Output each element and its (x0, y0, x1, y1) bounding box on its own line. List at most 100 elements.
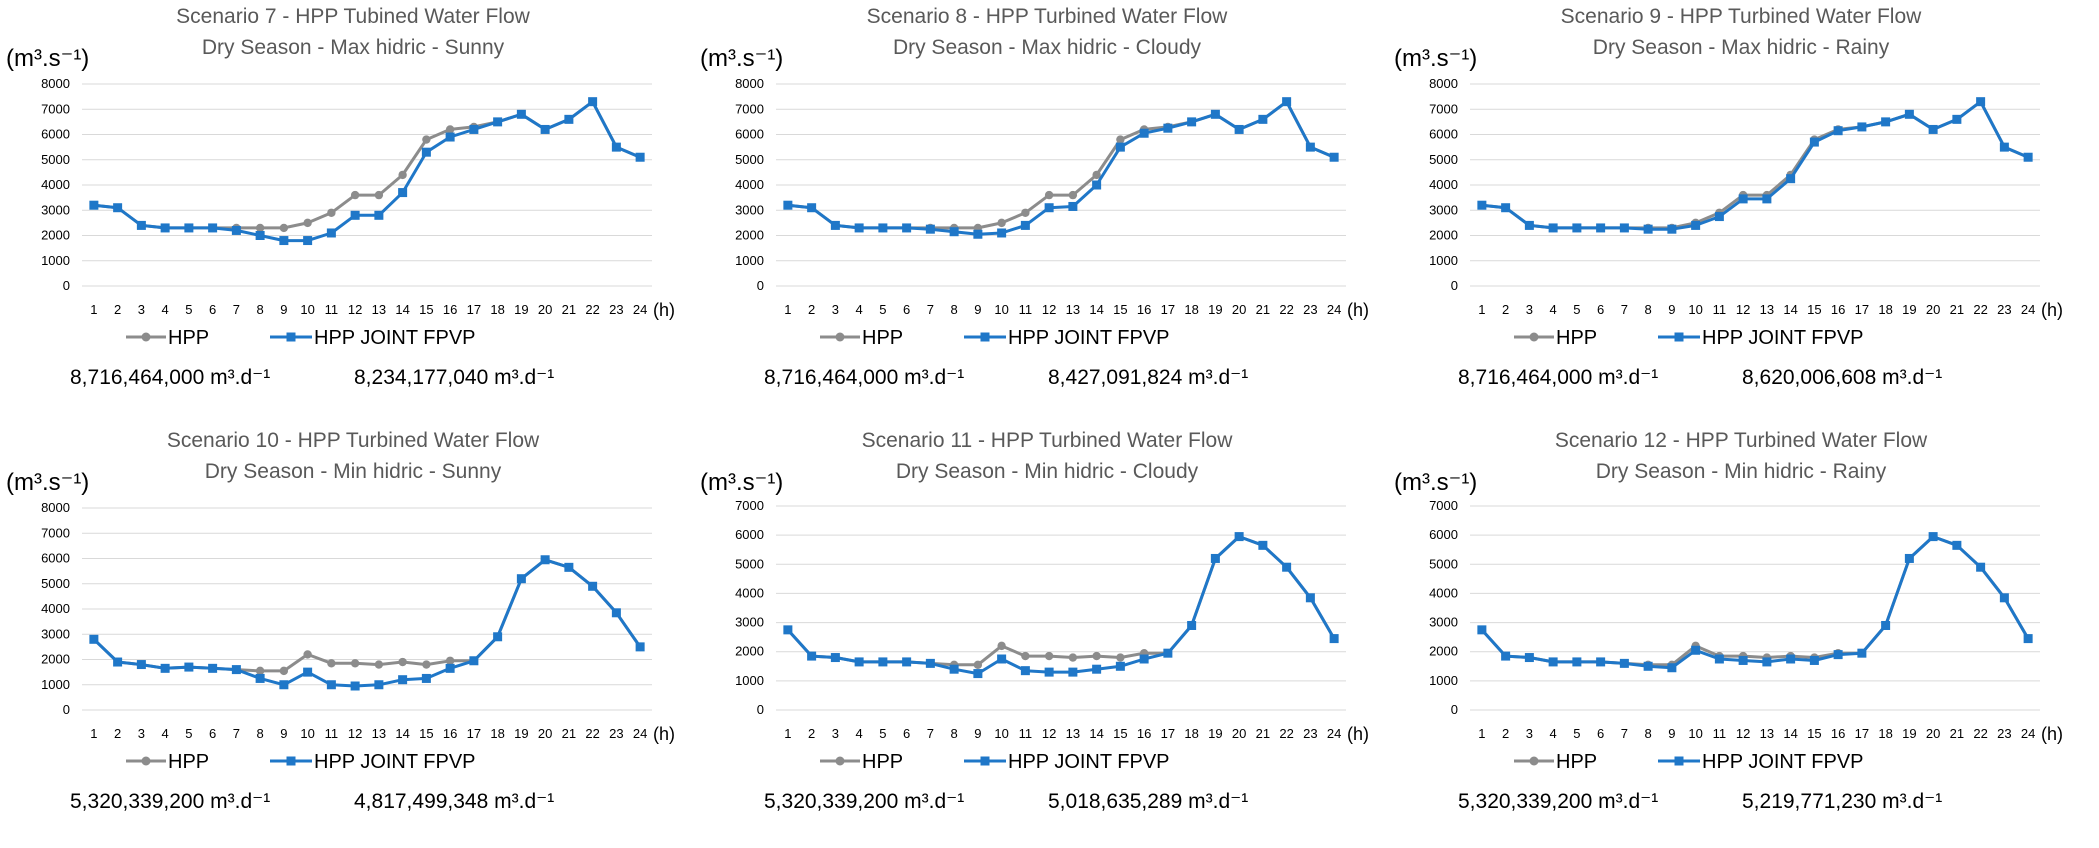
data-point-joint (1976, 97, 1986, 107)
x-tick-label: 3 (1526, 302, 1533, 317)
x-tick-label: 5 (1573, 302, 1580, 317)
x-tick-label: 17 (1855, 302, 1869, 317)
chart-panel: Scenario 8 - HPP Turbined Water Flow Dry … (700, 5, 1369, 389)
data-point-joint (1619, 658, 1629, 668)
data-point-joint (1619, 223, 1629, 233)
x-tick-label: 7 (1621, 726, 1628, 741)
x-tick-label: 8 (1645, 302, 1652, 317)
data-point-joint (830, 220, 840, 230)
data-point-hpp (445, 656, 455, 665)
x-tick-label: 3 (138, 726, 145, 741)
y-tick-label: 5000 (735, 152, 764, 167)
x-tick-label: 22 (585, 726, 599, 741)
chart-panel: Scenario 10 - HPP Turbined Water Flow Dry… (6, 429, 675, 813)
series-line-hpp (93, 100, 641, 230)
x-tick-label: 18 (1184, 302, 1198, 317)
series-line-hpp (787, 100, 1335, 230)
x-tick-label: 21 (1950, 726, 1964, 741)
x-tick-label: 2 (808, 726, 815, 741)
daily-total-hpp: 8,716,464,000 m³.d⁻¹ (70, 366, 270, 389)
x-axis-unit: (h) (1347, 724, 1369, 744)
x-tick-label: 10 (1688, 726, 1702, 741)
x-tick-label: 8 (951, 302, 958, 317)
y-tick-label: 3000 (41, 202, 70, 217)
data-point-joint (208, 663, 218, 673)
y-tick-label: 4000 (41, 601, 70, 616)
legend-marker-hpp (835, 756, 845, 766)
x-tick-label: 20 (1926, 302, 1940, 317)
data-point-joint (279, 236, 289, 246)
y-tick-label: 6000 (735, 527, 764, 542)
y-tick-label: 8000 (735, 76, 764, 91)
data-point-joint (1786, 174, 1796, 184)
data-point-hpp (445, 125, 455, 134)
legend-marker-joint (1674, 332, 1684, 342)
data-point-joint (89, 634, 99, 644)
data-point-joint (208, 223, 218, 233)
y-tick-label: 2000 (1429, 644, 1458, 659)
data-point-hpp (1092, 170, 1101, 180)
legend-label-joint: HPP JOINT FPVP (1008, 751, 1170, 773)
x-tick-label: 10 (1688, 302, 1702, 317)
x-tick-label: 1 (784, 726, 791, 741)
y-tick-label: 5000 (41, 152, 70, 167)
data-point-joint (1572, 223, 1582, 233)
data-point-joint (1881, 117, 1891, 127)
x-tick-label: 5 (1573, 726, 1580, 741)
legend-label-joint: HPP JOINT FPVP (314, 751, 476, 773)
x-tick-label: 1 (1478, 302, 1485, 317)
data-point-joint (1282, 562, 1292, 572)
x-tick-label: 3 (1526, 726, 1533, 741)
data-point-joint (925, 224, 935, 234)
x-tick-label: 22 (1973, 726, 1987, 741)
data-point-hpp (1044, 190, 1054, 200)
legend-label-hpp: HPP (1556, 327, 1597, 349)
x-tick-label: 16 (1137, 726, 1151, 741)
x-tick-label: 17 (1161, 302, 1175, 317)
x-tick-label: 4 (162, 726, 169, 741)
data-point-joint (493, 632, 503, 642)
data-point-joint (1139, 654, 1149, 664)
x-tick-label: 18 (490, 726, 504, 741)
data-point-joint (783, 625, 793, 635)
data-point-hpp (422, 135, 431, 144)
x-axis-unit: (h) (653, 300, 675, 320)
data-point-joint (1501, 203, 1511, 213)
data-point-joint (1691, 220, 1701, 230)
x-tick-label: 6 (209, 726, 216, 741)
data-point-joint (807, 203, 817, 213)
data-point-joint (973, 669, 983, 679)
data-point-joint (878, 657, 888, 667)
x-tick-label: 20 (538, 726, 552, 741)
series-line-hpp (786, 535, 1336, 667)
data-point-joint (540, 124, 550, 134)
x-tick-label: 13 (1760, 302, 1774, 317)
data-point-hpp (1092, 651, 1101, 661)
daily-total-hpp: 5,320,339,200 m³.d⁻¹ (764, 790, 964, 813)
data-point-joint (588, 581, 598, 591)
data-point-joint (2023, 152, 2033, 162)
series-line-joint (787, 100, 1335, 236)
chart-title: Scenario 8 - HPP Turbined Water Flow (867, 5, 1228, 28)
data-point-joint (2023, 634, 2033, 644)
y-tick-label: 2000 (41, 652, 70, 667)
y-axis-unit: (m³.s⁻¹) (1394, 469, 1477, 496)
x-tick-label: 15 (1807, 726, 1821, 741)
legend-marker-hpp (1529, 332, 1539, 342)
x-tick-label: 18 (1878, 726, 1892, 741)
daily-total-joint: 8,427,091,824 m³.d⁻¹ (1048, 366, 1248, 389)
x-axis-unit: (h) (653, 724, 675, 744)
x-tick-label: 23 (1303, 302, 1317, 317)
x-tick-label: 15 (419, 726, 433, 741)
y-tick-label: 2000 (41, 228, 70, 243)
data-point-joint (303, 236, 313, 246)
y-tick-label: 0 (757, 278, 764, 293)
x-tick-label: 12 (1736, 726, 1750, 741)
x-tick-label: 2 (114, 302, 121, 317)
x-tick-label: 16 (1137, 302, 1151, 317)
chart-title: Scenario 12 - HPP Turbined Water Flow (1555, 429, 1928, 452)
x-tick-label: 1 (90, 726, 97, 741)
daily-total-joint: 8,234,177,040 m³.d⁻¹ (354, 366, 554, 389)
legend-label-hpp: HPP (1556, 751, 1597, 773)
x-tick-label: 5 (879, 726, 886, 741)
